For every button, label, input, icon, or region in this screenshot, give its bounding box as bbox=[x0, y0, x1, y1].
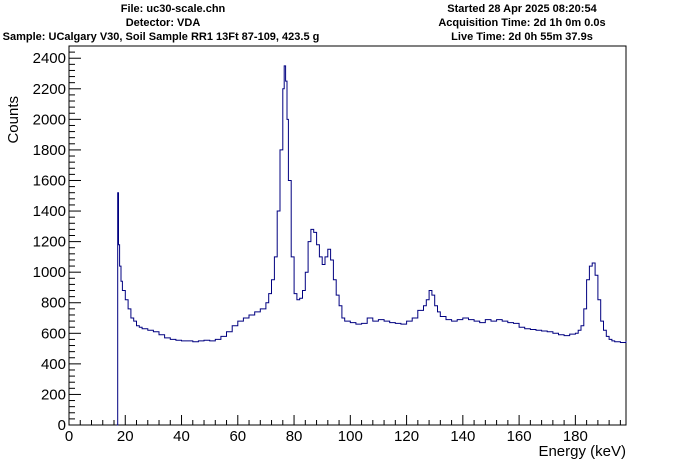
x-tick-label: 160 bbox=[507, 428, 532, 445]
y-tick-label: 1600 bbox=[33, 172, 66, 189]
x-tick-label: 100 bbox=[338, 428, 363, 445]
header-live-time: Live Time: 2d 0h 55m 37.9s bbox=[451, 31, 593, 43]
x-tick-label: 80 bbox=[286, 428, 303, 445]
x-tick-label: 180 bbox=[563, 428, 588, 445]
x-tick-label: 140 bbox=[450, 428, 475, 445]
y-tick-label: 1400 bbox=[33, 203, 66, 220]
x-tick-label: 40 bbox=[173, 428, 190, 445]
header-acquisition-time: Acquisition Time: 2d 1h 0m 0.0s bbox=[438, 17, 606, 29]
y-tick-label: 0 bbox=[58, 417, 66, 434]
header-file: File: uc30-scale.chn bbox=[120, 3, 226, 15]
spectrum-line bbox=[116, 65, 627, 426]
y-tick-label: 600 bbox=[41, 325, 66, 342]
x-axis-ticks: 0 20 40 60 80 100 120 140 160 180 bbox=[65, 415, 621, 445]
y-tick-label: 2000 bbox=[33, 111, 66, 128]
x-tick-label: 60 bbox=[229, 428, 246, 445]
y-tick-label: 1200 bbox=[33, 234, 66, 251]
x-tick-label: 20 bbox=[117, 428, 134, 445]
x-tick-label: 120 bbox=[394, 428, 419, 445]
y-axis-ticks: 0 200 400 600 800 1000 1200 1400 1600 1800 2000 220… bbox=[33, 45, 81, 434]
y-tick-label: 1000 bbox=[33, 264, 66, 281]
y-axis-title: Counts bbox=[5, 96, 22, 144]
header-detector: Detector: VDA bbox=[125, 17, 201, 29]
y-tick-label: 2200 bbox=[33, 81, 66, 98]
y-tick-label: 400 bbox=[41, 356, 66, 373]
header-started: Started 28 Apr 2025 08:20:54 bbox=[447, 3, 597, 15]
y-tick-label: 800 bbox=[41, 295, 66, 312]
y-tick-label: 1800 bbox=[33, 142, 66, 159]
header-sample: Sample: UCalgary V30, Soil Sample RR1 13… bbox=[2, 31, 320, 43]
plot-frame bbox=[68, 45, 627, 426]
x-axis-title: Energy (keV) bbox=[538, 443, 626, 460]
y-tick-label: 200 bbox=[41, 386, 66, 403]
x-tick-label: 0 bbox=[65, 428, 73, 445]
y-tick-label: 2400 bbox=[33, 50, 66, 67]
